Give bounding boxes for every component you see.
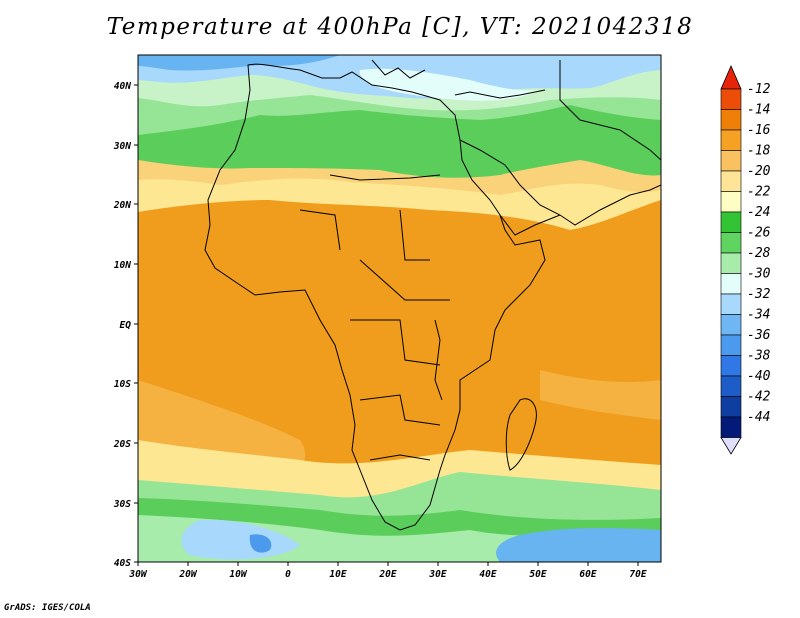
colorbar-top-arrow bbox=[720, 64, 742, 90]
colorbar-label: -16 bbox=[747, 123, 771, 138]
colorbar-label: -18 bbox=[747, 144, 771, 159]
lat-tick-label: 30S bbox=[113, 499, 131, 510]
colorbar-swatch bbox=[720, 191, 742, 213]
colorbar-label: -24 bbox=[747, 205, 770, 220]
colorbar-label: -26 bbox=[747, 226, 771, 241]
colorbar-label: -40 bbox=[747, 369, 771, 384]
map-title: Temperature at 400hPa [C], VT: 202104231… bbox=[106, 14, 694, 40]
lon-tick-label: 0 bbox=[285, 569, 291, 580]
lon-tick-label: 60E bbox=[579, 569, 596, 580]
lon-tick-label: 10W bbox=[229, 569, 247, 580]
footer-credit: GrADS: IGES/COLA bbox=[4, 603, 91, 613]
colorbar-label: -32 bbox=[747, 287, 771, 302]
colorbar-swatch bbox=[720, 396, 742, 418]
band-light-orange-east bbox=[540, 370, 661, 420]
colorbar-swatch bbox=[720, 416, 742, 438]
country-borders bbox=[299, 174, 450, 461]
lat-tick-label: 20S bbox=[113, 439, 131, 450]
colorbar-swatch bbox=[720, 375, 742, 397]
lat-tick-label: 10S bbox=[114, 379, 131, 390]
lon-tick-label: 70E bbox=[629, 569, 646, 580]
colorbar-swatch bbox=[720, 170, 742, 192]
africa-coastline bbox=[204, 63, 546, 531]
band-light-blue-southwest bbox=[181, 519, 300, 560]
lon-tick-label: 20E bbox=[378, 569, 396, 580]
colorbar-label: -38 bbox=[747, 349, 771, 364]
band-blue-north bbox=[138, 55, 340, 71]
lat-tick-label: 40N bbox=[114, 81, 131, 92]
colorbar-swatch bbox=[720, 293, 742, 315]
lon-tick-label: 30E bbox=[428, 569, 446, 580]
colorbar-label: -44 bbox=[747, 410, 770, 425]
iran-border bbox=[559, 60, 661, 161]
band-blue-southeast bbox=[496, 527, 661, 562]
map-frame bbox=[137, 54, 662, 563]
band-cyan-mediterranean bbox=[359, 68, 540, 101]
colorbar-label: -30 bbox=[747, 267, 771, 282]
colorbar-swatch bbox=[720, 88, 742, 110]
temperature-field bbox=[138, 55, 661, 562]
colorbar-swatch bbox=[720, 129, 742, 151]
lon-tick-label: 10E bbox=[329, 569, 346, 580]
lon-axis: 30W 20W 10W 0 10E 20E 30E 40E 50E 60E 70… bbox=[128, 562, 647, 580]
colorbar-swatch bbox=[720, 273, 742, 295]
turkey-coast bbox=[454, 89, 546, 99]
colorbar-label: -42 bbox=[747, 390, 771, 405]
colorbar-label: -36 bbox=[747, 328, 771, 343]
lon-tick-label: 30W bbox=[128, 569, 147, 580]
colorbar-label: -22 bbox=[747, 185, 771, 200]
colorbar: -12 -14 -16 -18 -20 -22 -24 -26 -28 -30 … bbox=[720, 64, 771, 455]
great-lakes bbox=[434, 319, 443, 401]
colorbar-swatch bbox=[720, 211, 742, 233]
madagascar-coastline bbox=[505, 398, 537, 471]
red-sea-coast bbox=[499, 214, 561, 236]
band-blue-patch bbox=[249, 534, 272, 553]
lat-tick-label: 40S bbox=[114, 558, 131, 569]
coastlines bbox=[204, 59, 661, 531]
lat-axis: 40N 30N 20N 10N EQ 10S 20S 30S 40S bbox=[113, 81, 138, 569]
lat-tick-label: 30N bbox=[113, 141, 131, 152]
colorbar-swatch bbox=[720, 355, 742, 377]
colorbar-label: -12 bbox=[747, 82, 771, 97]
lon-tick-label: 40E bbox=[479, 569, 496, 580]
lon-tick-label: 50E bbox=[529, 569, 546, 580]
colorbar-swatch bbox=[720, 252, 742, 274]
lat-tick-label: 20N bbox=[113, 200, 131, 211]
colorbar-swatch bbox=[720, 232, 742, 254]
colorbar-label: -28 bbox=[747, 246, 771, 261]
colorbar-swatch bbox=[720, 334, 742, 356]
lat-tick-label: EQ bbox=[120, 320, 132, 331]
lon-tick-label: 20W bbox=[178, 569, 197, 580]
colorbar-swatch bbox=[720, 109, 742, 131]
colorbar-label: -14 bbox=[747, 103, 770, 118]
colorbar-swatch bbox=[720, 314, 742, 336]
italy-balkans-coast bbox=[371, 59, 426, 79]
colorbar-bottom-arrow bbox=[720, 437, 742, 455]
lat-tick-label: 10N bbox=[114, 260, 131, 271]
colorbar-swatch bbox=[720, 150, 742, 172]
colorbar-label: -20 bbox=[747, 164, 771, 179]
colorbar-label: -34 bbox=[747, 308, 770, 323]
